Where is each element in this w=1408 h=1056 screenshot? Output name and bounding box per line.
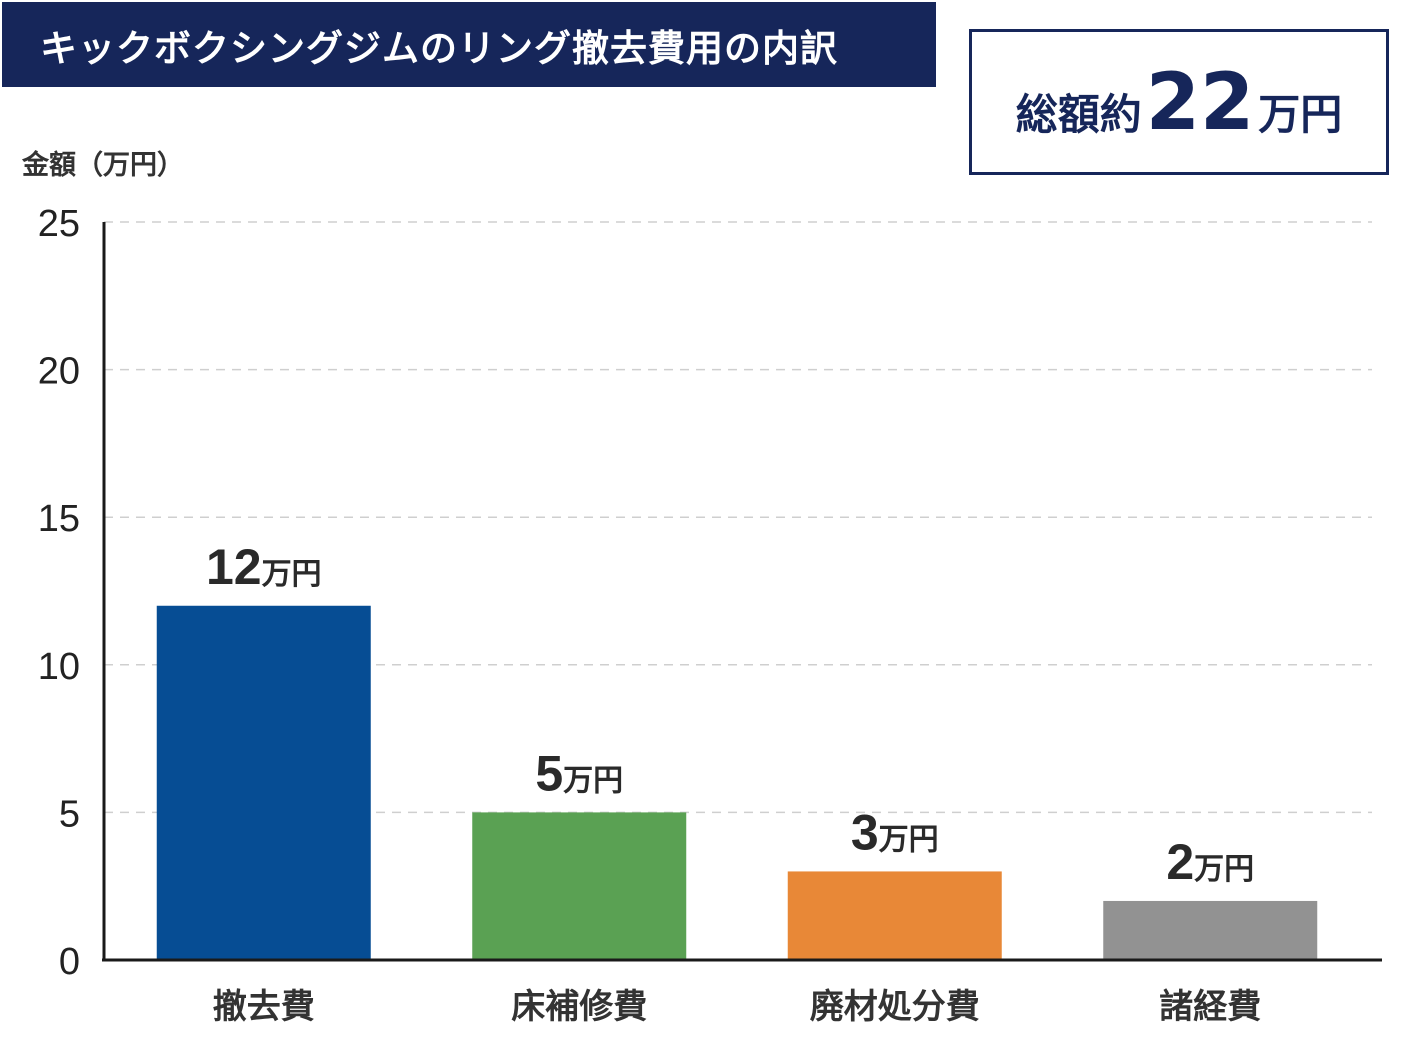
bar [156, 605, 371, 960]
x-tick-label: 床補修費 [511, 987, 647, 1027]
total-value: 22 [1145, 58, 1255, 148]
bar-value-label: 3万円 [851, 804, 939, 860]
bar-value-label: 12万円 [206, 539, 322, 595]
chart-title-banner: キックボクシングジムのリング撤去費用の内訳 [2, 2, 936, 87]
total-amount-box: 総額約 22 万円 [969, 29, 1389, 175]
y-tick-label: 25 [38, 203, 80, 245]
chart-title: キックボクシングジムのリング撤去費用の内訳 [40, 26, 838, 70]
bar [787, 871, 1002, 960]
total-prefix: 総額約 [1015, 90, 1142, 139]
total-unit: 万円 [1258, 90, 1343, 139]
bar [1103, 900, 1318, 960]
x-tick-label: 諸経費 [1159, 987, 1261, 1027]
y-tick-label: 15 [38, 498, 80, 540]
bar [472, 812, 687, 960]
y-tick-label: 10 [38, 646, 80, 688]
y-axis-label: 金額（万円） [21, 149, 184, 181]
x-tick-label: 撤去費 [213, 987, 315, 1027]
y-tick-label: 20 [38, 351, 80, 393]
bar-value-label: 2万円 [1166, 834, 1254, 890]
bar-value-label: 5万円 [535, 745, 623, 801]
x-tick-label: 廃材処分費 [810, 987, 980, 1027]
y-tick-label: 5 [59, 793, 80, 835]
y-tick-label: 0 [59, 941, 80, 983]
